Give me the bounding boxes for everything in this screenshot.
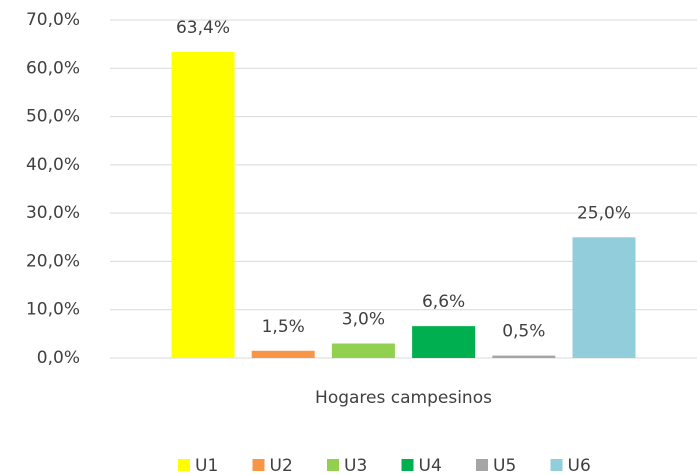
bar (331, 343, 395, 358)
legend-swatch (550, 459, 563, 471)
legend-swatch (401, 459, 414, 471)
legend-swatch (252, 459, 265, 471)
y-tick-label: 10,0% (26, 300, 80, 320)
y-tick-label: 40,0% (26, 155, 80, 175)
legend-label: U5 (493, 456, 516, 475)
legend-label: U2 (270, 456, 293, 475)
y-tick-label: 50,0% (26, 107, 80, 127)
bar (171, 51, 235, 359)
value-label: 6,6% (422, 292, 465, 312)
legend-label: U3 (344, 456, 367, 475)
y-tick-label: 0,0% (37, 348, 80, 368)
legend-label: U4 (419, 456, 442, 475)
value-label: 0,5% (502, 322, 545, 342)
bar (572, 237, 636, 358)
legend-label: U6 (568, 456, 591, 475)
legend-swatch (476, 459, 488, 471)
value-label: 25,0% (577, 203, 631, 223)
y-tick-label: 70,0% (26, 10, 80, 30)
bar (492, 355, 556, 358)
y-tick-label: 60,0% (26, 58, 80, 78)
value-label: 63,4% (176, 18, 230, 38)
value-label: 1,5% (262, 317, 305, 337)
y-tick-label: 30,0% (26, 203, 80, 223)
bar (412, 326, 476, 358)
bar (251, 350, 315, 358)
legend-swatch (327, 459, 339, 471)
y-tick-label: 20,0% (26, 251, 80, 271)
x-tick-label: Hogares campesinos (315, 388, 492, 408)
legend-swatch (178, 459, 190, 471)
legend-label: U1 (195, 456, 218, 475)
value-label: 3,0% (342, 310, 385, 330)
